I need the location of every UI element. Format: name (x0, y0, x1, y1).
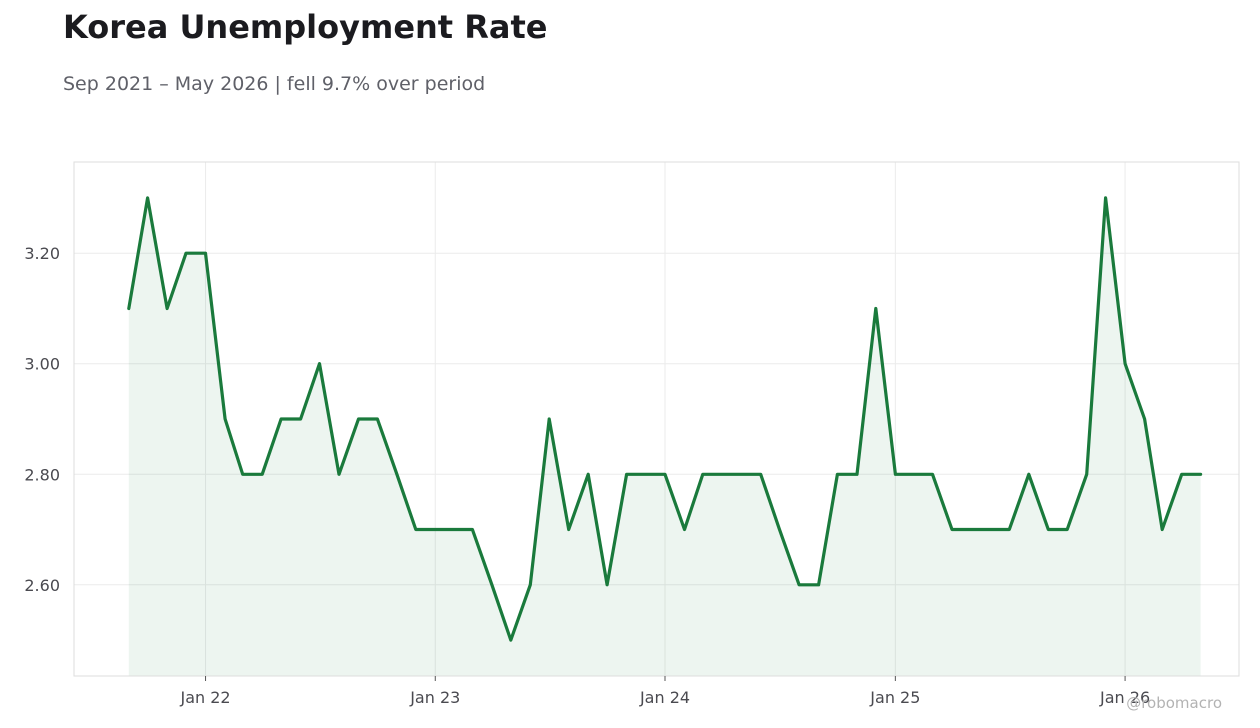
x-tick-label: Jan 26 (1099, 688, 1150, 707)
series-line (127, 196, 1203, 642)
chart-title: Korea Unemployment Rate (63, 8, 548, 46)
x-tick-label: Jan 25 (869, 688, 920, 707)
chart-subtitle: Sep 2021 – May 2026 | fell 9.7% over per… (63, 73, 486, 95)
x-tick-label: Jan 24 (639, 688, 690, 707)
y-tick-label: 3.20 (24, 244, 60, 263)
x-tick-label: Jan 22 (179, 688, 230, 707)
x-tick-label: Jan 23 (409, 688, 460, 707)
watermark: @robomacro (1126, 694, 1222, 712)
y-tick-label: 2.60 (24, 576, 60, 595)
y-tick-label: 2.80 (24, 465, 60, 484)
y-tick-label: 3.00 (24, 355, 60, 374)
area-fill (128, 197, 1201, 676)
tick-layer: 2.60 2.80 3.00 3.20 Jan 22 Jan 23 Jan 24 Jan 25… (24, 244, 1150, 707)
plot-frame (73, 161, 1240, 677)
